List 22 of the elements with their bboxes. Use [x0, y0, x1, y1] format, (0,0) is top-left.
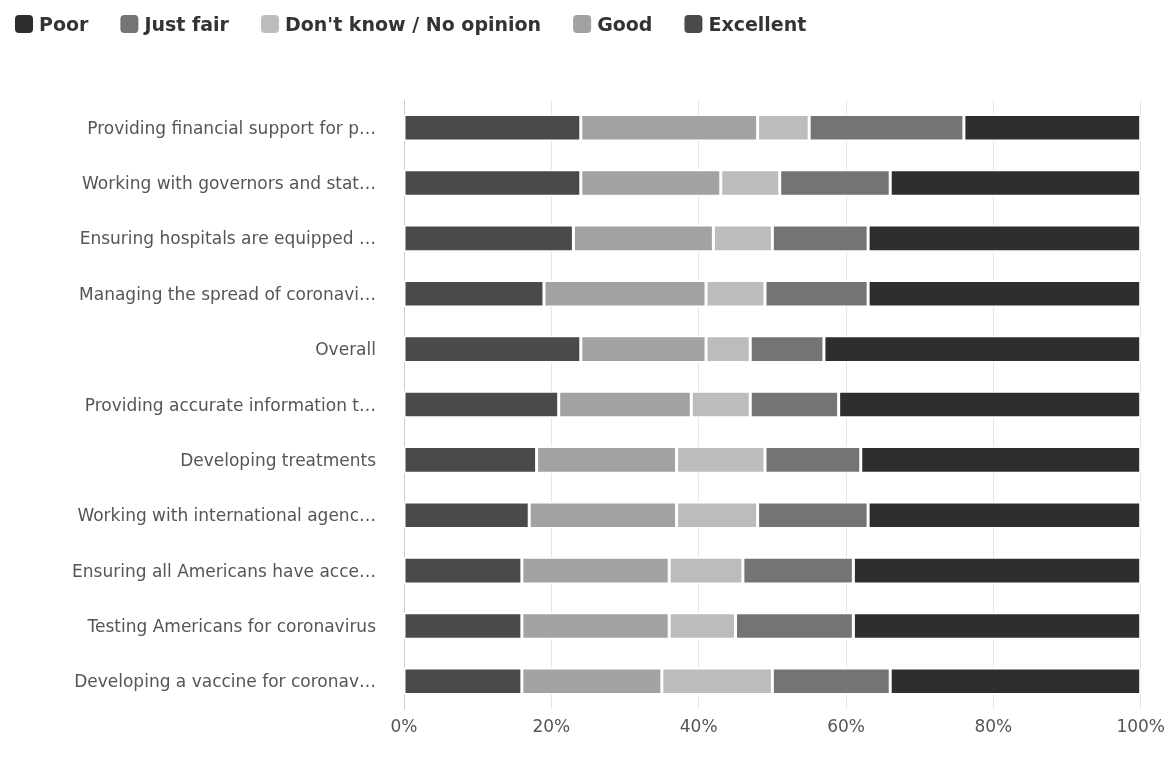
y-tick-label: Managing the spread of coronavi… [79, 283, 376, 304]
y-tick-label: Overall [315, 339, 376, 360]
legend-label: Good [597, 13, 653, 35]
y-tick-label: Ensuring hospitals are equipped … [79, 228, 376, 249]
legend-label: Just fair [142, 13, 230, 35]
y-tick-label: Working with international agenc… [77, 505, 376, 526]
y-tick-label: Working with governors and stat… [81, 173, 376, 194]
y-tick-label: Testing Americans for coronavirus [86, 615, 377, 636]
y-tick-label: Developing a vaccine for coronav… [74, 671, 376, 692]
legend-label: Don't know / No opinion [284, 13, 542, 35]
x-tick-label: 40% [679, 715, 718, 736]
x-tick-label: 20% [532, 715, 571, 736]
y-tick-label: Developing treatments [180, 449, 377, 470]
y-tick-label: Ensuring all Americans have acce… [72, 560, 376, 581]
legend-label: Excellent [708, 13, 807, 35]
x-tick-label: 0% [390, 715, 418, 736]
x-tick-label: 60% [827, 715, 865, 736]
y-tick-label: Providing accurate information t… [84, 394, 376, 415]
y-tick-label: Providing financial support for p… [87, 117, 376, 138]
x-tick-label: 100% [1116, 715, 1165, 736]
legend-label: Poor [39, 13, 90, 35]
x-tick-label: 80% [974, 715, 1013, 736]
